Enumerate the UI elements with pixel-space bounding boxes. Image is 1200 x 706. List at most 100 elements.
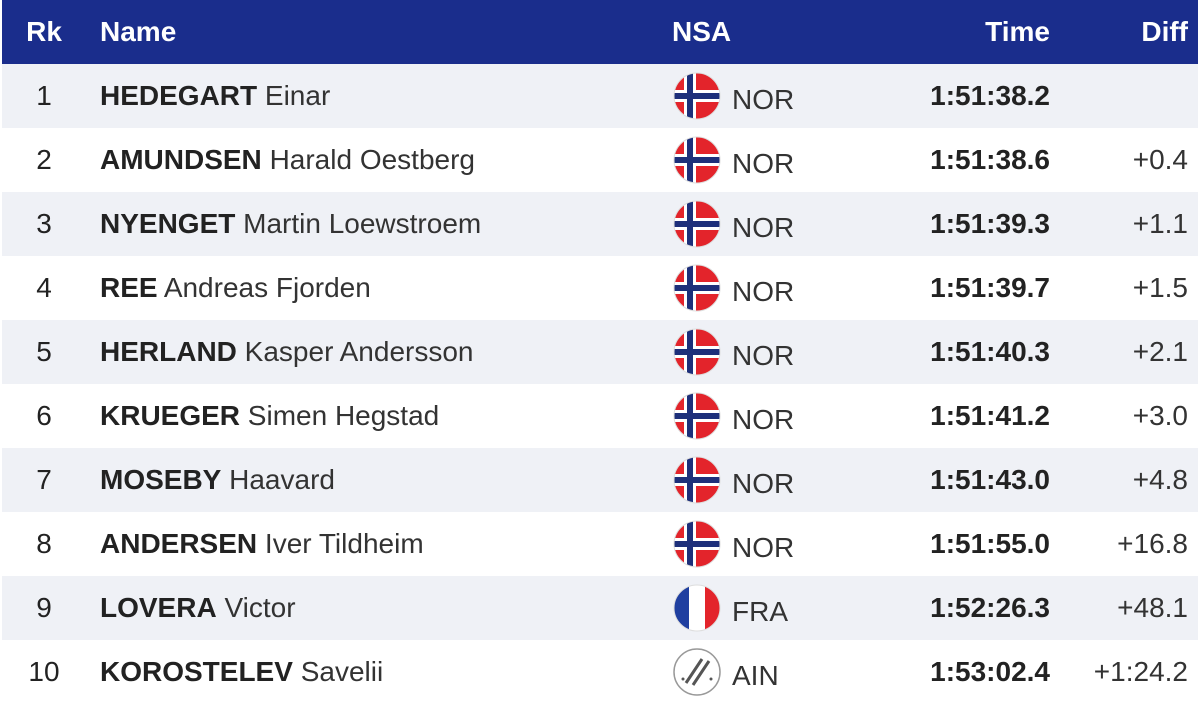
- nsa-cell: NOR: [732, 84, 795, 115]
- rank-cell: 2: [36, 144, 52, 175]
- flag: [672, 647, 722, 697]
- header-cell: Name: [100, 16, 177, 47]
- flag-icon: [672, 263, 722, 313]
- first-name: Kasper Andersson: [244, 336, 474, 367]
- first-name: Einar: [264, 80, 331, 111]
- nsa-cell: NOR: [732, 404, 795, 435]
- diff-cell: +1.1: [1132, 208, 1188, 239]
- table-row: 7 MOSEBY Haavard NOR 1:51:43.0 +4.8: [2, 448, 1198, 512]
- flag: [672, 71, 722, 121]
- flag: [672, 391, 722, 441]
- flag-icon: [672, 455, 722, 505]
- time-cell: 1:51:38.2: [930, 80, 1050, 111]
- header-cell: Rk: [26, 16, 62, 47]
- last-name: KOROSTELEV: [100, 656, 293, 687]
- table-row: 1 HEDEGART Einar NOR 1:51:38.2: [2, 64, 1198, 128]
- time-cell: 1:51:41.2: [930, 400, 1050, 431]
- diff-cell: +4.8: [1132, 464, 1188, 495]
- nsa-cell: NOR: [732, 148, 795, 179]
- diff-cell: +1:24.2: [1093, 656, 1188, 687]
- table-row: 3 NYENGET Martin Loewstroem NOR 1:51:39.3 +1…: [2, 192, 1198, 256]
- diff-cell: +16.8: [1117, 528, 1188, 559]
- flag: [672, 455, 722, 505]
- table-row: 8 ANDERSEN Iver Tildheim NOR 1:51:55.0 +16.8: [2, 512, 1198, 576]
- nsa-cell: FRA: [732, 596, 788, 627]
- flag: [672, 519, 722, 569]
- flag-icon: [672, 519, 722, 569]
- last-name: HERLAND: [100, 336, 237, 367]
- nsa-cell: NOR: [732, 340, 795, 371]
- flag-icon: [672, 327, 722, 377]
- first-name: Haavard: [229, 464, 335, 495]
- first-name: Simen Hegstad: [247, 400, 440, 431]
- last-name: HEDEGART: [100, 80, 258, 111]
- flag-icon: [672, 71, 722, 121]
- flag-icon: [672, 199, 722, 249]
- name-cell: HEDEGART Einar: [100, 80, 330, 112]
- first-name: Victor: [224, 592, 296, 623]
- flag-icon: [672, 647, 722, 697]
- name-cell: MOSEBY Haavard: [100, 464, 335, 496]
- flag: [672, 583, 722, 633]
- flag: [672, 199, 722, 249]
- name-cell: HERLAND Kasper Andersson: [100, 336, 473, 368]
- flag: [672, 263, 722, 313]
- rank-cell: 6: [36, 400, 52, 431]
- flag-icon: [672, 583, 722, 633]
- nsa-cell: AIN: [732, 660, 779, 691]
- name-cell: KRUEGER Simen Hegstad: [100, 400, 439, 432]
- nsa-cell: NOR: [732, 276, 795, 307]
- header-cell: Time: [985, 16, 1050, 47]
- nsa-cell: NOR: [732, 468, 795, 499]
- name-cell: REE Andreas Fjorden: [100, 272, 371, 304]
- name-cell: LOVERA Victor: [100, 592, 296, 624]
- header-row: Rk Name NSA Time Diff: [2, 0, 1198, 64]
- table-row: 2 AMUNDSEN Harald Oestberg NOR 1:51:38.6 +0.…: [2, 128, 1198, 192]
- time-cell: 1:51:55.0: [930, 528, 1050, 559]
- last-name: ANDERSEN: [100, 528, 258, 559]
- last-name: AMUNDSEN: [100, 144, 262, 175]
- flag: [672, 327, 722, 377]
- header-cell: NSA: [672, 16, 732, 47]
- name-cell: KOROSTELEV Savelii: [100, 656, 383, 688]
- first-name: Harald Oestberg: [269, 144, 475, 175]
- header-cell: Diff: [1141, 16, 1188, 47]
- rank-cell: 5: [36, 336, 52, 367]
- table-row: 10 KOROSTELEV Savelii AIN 1:53:02.4 +1:24.2: [2, 640, 1198, 704]
- table-row: 9 LOVERA Victor FRA 1:52:26.3 +48.1: [2, 576, 1198, 640]
- flag-icon: [672, 135, 722, 185]
- flag-icon: [672, 391, 722, 441]
- rank-cell: 9: [36, 592, 52, 623]
- last-name: KRUEGER: [100, 400, 241, 431]
- name-cell: NYENGET Martin Loewstroem: [100, 208, 481, 240]
- time-cell: 1:51:38.6: [930, 144, 1050, 175]
- nsa-cell: NOR: [732, 212, 795, 243]
- diff-cell: +48.1: [1117, 592, 1188, 623]
- rank-cell: 4: [36, 272, 52, 303]
- time-cell: 1:52:26.3: [930, 592, 1050, 623]
- time-cell: 1:51:39.3: [930, 208, 1050, 239]
- time-cell: 1:51:40.3: [930, 336, 1050, 367]
- time-cell: 1:51:43.0: [930, 464, 1050, 495]
- last-name: LOVERA: [100, 592, 217, 623]
- first-name: Savelii: [300, 656, 384, 687]
- flag: [672, 135, 722, 185]
- nsa-cell: NOR: [732, 532, 795, 563]
- rank-cell: 1: [36, 80, 52, 111]
- first-name: Martin Loewstroem: [243, 208, 482, 239]
- first-name: Iver Tildheim: [264, 528, 424, 559]
- time-cell: 1:51:39.7: [930, 272, 1050, 303]
- rank-cell: 3: [36, 208, 52, 239]
- rank-cell: 7: [36, 464, 52, 495]
- last-name: MOSEBY: [100, 464, 222, 495]
- time-cell: 1:53:02.4: [930, 656, 1050, 687]
- table-row: 4 REE Andreas Fjorden NOR 1:51:39.7 +1.5: [2, 256, 1198, 320]
- table-row: 5 HERLAND Kasper Andersson NOR 1:51:40.3 +2.…: [2, 320, 1198, 384]
- diff-cell: +3.0: [1132, 400, 1188, 431]
- name-cell: ANDERSEN Iver Tildheim: [100, 528, 424, 560]
- rank-cell: 10: [28, 656, 60, 687]
- last-name: NYENGET: [100, 208, 236, 239]
- first-name: Andreas Fjorden: [163, 272, 371, 303]
- rank-cell: 8: [36, 528, 52, 559]
